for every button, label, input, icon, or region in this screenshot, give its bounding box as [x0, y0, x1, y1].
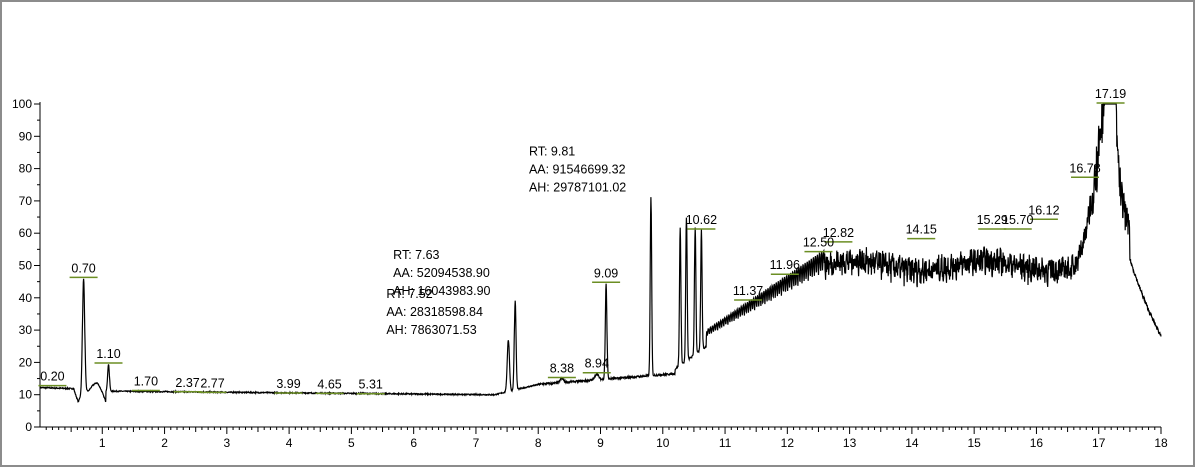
peak-label: 17.19 — [1095, 87, 1126, 101]
x-tick-label: 13 — [843, 436, 857, 450]
x-tick-label: 11 — [719, 436, 732, 450]
peak-label: 14.15 — [906, 223, 937, 237]
x-tick-label: 9 — [597, 436, 604, 450]
annotation-line: AH: 29787101.02 — [529, 181, 626, 195]
peak-labels: 0.20 0.70 1.10 1.70 2.37 2.77 3.99 4.65 5.31 8.38… — [40, 87, 1126, 392]
x-tick-label: 5 — [348, 436, 355, 450]
x-tick-label: 3 — [223, 436, 230, 450]
peak-label: 5.31 — [359, 378, 383, 392]
x-tick-label: 12 — [781, 436, 795, 450]
peak-label: 1.10 — [96, 347, 120, 361]
y-tick-label: 50 — [19, 259, 33, 273]
x-tick-label: 8 — [535, 436, 542, 450]
annotation-line: RT: 7.52 — [386, 287, 432, 301]
y-tick-label: 90 — [19, 129, 33, 143]
peak-label: 10.62 — [686, 213, 717, 227]
peak-label: 0.70 — [71, 261, 95, 275]
peak-label: 16.12 — [1028, 203, 1059, 217]
peak-label: 11.96 — [770, 258, 800, 272]
x-tick-label: 2 — [161, 436, 168, 450]
y-tick-label: 100 — [12, 97, 32, 111]
x-tick-label: 4 — [286, 436, 293, 450]
baseline-markers — [38, 102, 1125, 395]
annotation-line: RT: 7.63 — [393, 248, 439, 262]
annotation-line: AA: 91546699.32 — [529, 163, 626, 177]
y-tick-label: 30 — [19, 323, 33, 337]
x-tick-label: 10 — [656, 436, 670, 450]
peak-label: 3.99 — [276, 377, 300, 391]
y-tick-label: 70 — [19, 194, 33, 208]
chromatogram-trace — [39, 103, 1162, 403]
peak-annotations: RT: 7.52 AA: 28318598.84 AH: 7863071.53 RT:… — [386, 145, 626, 337]
x-tick-label: 16 — [1030, 436, 1044, 450]
peak-label: 8.38 — [550, 362, 574, 376]
peak-label: 12.50 — [803, 236, 834, 250]
peak-label: 4.65 — [317, 377, 341, 391]
x-tick-label: 18 — [1154, 436, 1168, 450]
annotation-line: AH: 7863071.53 — [386, 323, 476, 337]
peak-label: 9.09 — [594, 266, 618, 280]
x-tick-label: 7 — [473, 436, 480, 450]
peak-label: 16.78 — [1069, 161, 1100, 175]
peak-label: 1.70 — [134, 374, 158, 388]
trace-line — [39, 103, 1162, 403]
annotation-line: AA: 52094538.90 — [393, 266, 490, 280]
y-tick-label: 0 — [25, 420, 32, 434]
y-tick-label: 40 — [19, 291, 33, 305]
y-tick-label: 10 — [19, 388, 33, 402]
x-tick-label: 6 — [410, 436, 417, 450]
x-tick-label: 17 — [1092, 436, 1106, 450]
annotation-line: AA: 28318598.84 — [386, 305, 483, 319]
peak-label: 8.94 — [585, 357, 609, 371]
peak-label: 11.37 — [733, 284, 763, 298]
peak-label: 15.29 — [977, 213, 1008, 227]
y-tick-label: 20 — [19, 355, 33, 369]
peak-label: 0.20 — [40, 370, 64, 384]
annotation-line: AH: 16043983.90 — [393, 284, 490, 298]
peak-label: 15.70 — [1002, 213, 1033, 227]
axes: 1 2 3 4 5 6 7 8 9 10 11 12 13 14 15 16 17 180102030405060… — [12, 97, 1168, 450]
x-tick-label: 14 — [905, 436, 919, 450]
x-tick-label: 15 — [967, 436, 981, 450]
peak-label: 2.77 — [200, 376, 224, 390]
x-tick-label: 1 — [99, 436, 106, 450]
y-tick-label: 60 — [19, 226, 33, 240]
peak-label: 2.37 — [175, 376, 199, 390]
y-tick-label: 80 — [19, 162, 33, 176]
annotation-line: RT: 9.81 — [529, 145, 575, 159]
peak-label: 12.82 — [823, 226, 854, 240]
